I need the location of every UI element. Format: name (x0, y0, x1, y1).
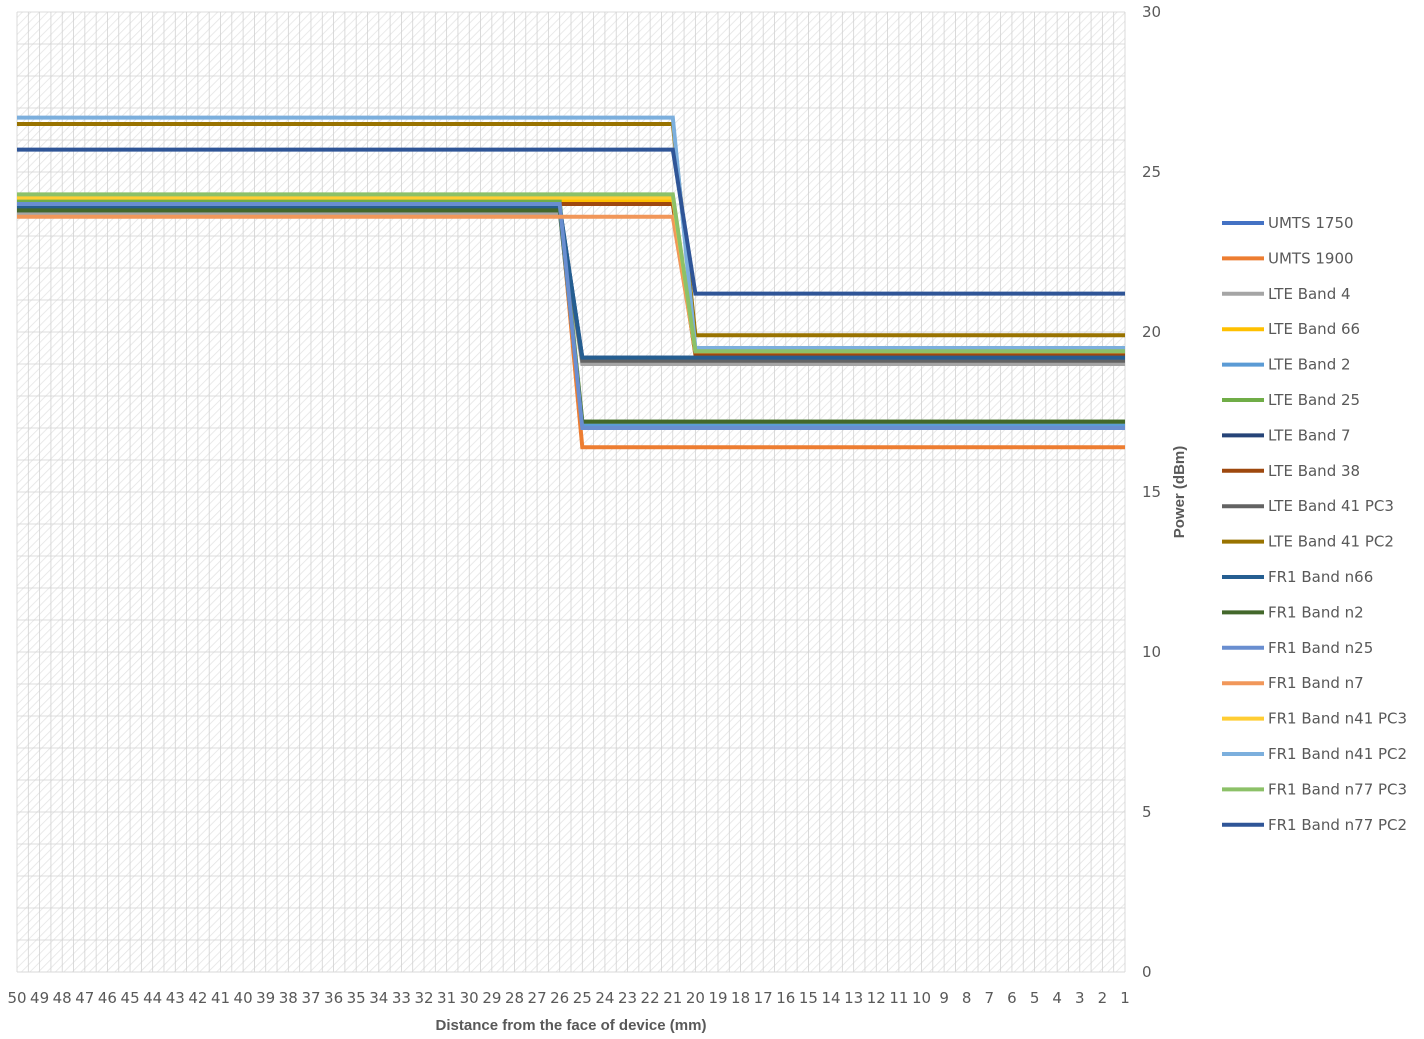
legend-entry: UMTS 1750 (1268, 214, 1354, 232)
x-tick-label: 42 (188, 989, 207, 1007)
legend-entry: FR1 Band n41 PC2 (1268, 745, 1407, 763)
y-tick-label: 10 (1142, 643, 1161, 661)
x-tick-label: 49 (30, 989, 49, 1007)
x-tick-label: 36 (324, 989, 343, 1007)
legend: UMTS 1750 UMTS 1900 LTE Band 4 LTE Band 66 L… (1222, 214, 1407, 834)
x-tick-label: 15 (799, 989, 818, 1007)
legend-entry: FR1 Band n41 PC3 (1268, 710, 1407, 728)
legend-entry: FR1 Band n2 (1268, 603, 1364, 621)
x-tick-label: 19 (708, 989, 727, 1007)
series-line-13 (17, 202, 1125, 430)
y-axis-title: Power (dBm) (1171, 446, 1188, 539)
series-line-17 (17, 192, 1125, 354)
series-line-11 (17, 205, 1125, 360)
legend-entry: FR1 Band n77 PC2 (1268, 816, 1407, 834)
y-tick-label: 0 (1142, 963, 1152, 981)
legend-entry: LTE Band 25 (1268, 391, 1360, 409)
y-tick-labels: 0 5 10 15 20 25 30 (1142, 3, 1161, 981)
x-tick-labels: 50 49 48 47 46 45 44 43 42 41 40 39 38 37 36 35 34 33 32 31… (7, 989, 1129, 1007)
legend-entry: FR1 Band n66 (1268, 568, 1373, 586)
legend-entry: LTE Band 2 (1268, 356, 1351, 374)
x-tick-label: 7 (985, 989, 995, 1007)
x-tick-label: 8 (962, 989, 972, 1007)
legend-entry: LTE Band 4 (1268, 285, 1351, 303)
series-lines (17, 115, 1125, 450)
x-tick-label: 30 (460, 989, 479, 1007)
legend-entry: FR1 Band n7 (1268, 674, 1364, 692)
x-tick-label: 46 (98, 989, 117, 1007)
x-tick-label: 48 (53, 989, 72, 1007)
x-tick-label: 25 (573, 989, 592, 1007)
x-tick-label: 45 (121, 989, 140, 1007)
x-tick-label: 10 (912, 989, 931, 1007)
x-tick-label: 32 (414, 989, 433, 1007)
x-tick-label: 18 (731, 989, 750, 1007)
x-tick-label: 13 (844, 989, 863, 1007)
legend-entry: LTE Band 38 (1268, 462, 1360, 480)
series-line-18 (17, 147, 1125, 296)
x-tick-label: 39 (256, 989, 275, 1007)
x-tick-label: 11 (889, 989, 908, 1007)
x-tick-label: 6 (1007, 989, 1017, 1007)
legend-entry: LTE Band 7 (1268, 426, 1351, 444)
x-tick-label: 33 (392, 989, 411, 1007)
x-tick-label: 1 (1120, 989, 1130, 1007)
x-tick-label: 24 (595, 989, 614, 1007)
y-tick-label: 15 (1142, 483, 1161, 501)
x-tick-label: 9 (939, 989, 949, 1007)
x-tick-label: 17 (754, 989, 773, 1007)
x-tick-label: 28 (505, 989, 524, 1007)
legend-entry: LTE Band 41 PC2 (1268, 533, 1394, 551)
x-tick-label: 16 (776, 989, 795, 1007)
y-tick-label: 30 (1142, 3, 1161, 21)
x-tick-label: 50 (7, 989, 26, 1007)
x-tick-label: 4 (1052, 989, 1062, 1007)
legend-entry: UMTS 1900 (1268, 249, 1354, 267)
x-tick-label: 21 (663, 989, 682, 1007)
x-axis-title: Distance from the face of device (mm) (436, 1017, 707, 1034)
x-tick-label: 29 (482, 989, 501, 1007)
x-tick-label: 3 (1075, 989, 1085, 1007)
y-tick-label: 20 (1142, 323, 1161, 341)
x-tick-label: 26 (550, 989, 569, 1007)
x-tick-label: 43 (166, 989, 185, 1007)
x-tick-label: 40 (234, 989, 253, 1007)
x-tick-label: 20 (686, 989, 705, 1007)
x-tick-label: 35 (347, 989, 366, 1007)
x-tick-label: 31 (437, 989, 456, 1007)
x-tick-label: 12 (867, 989, 886, 1007)
x-tick-label: 37 (301, 989, 320, 1007)
x-tick-label: 34 (369, 989, 388, 1007)
legend-entry: LTE Band 41 PC3 (1268, 497, 1394, 515)
x-tick-label: 14 (821, 989, 840, 1007)
y-tick-label: 5 (1142, 803, 1152, 821)
legend-entry: FR1 Band n25 (1268, 639, 1373, 657)
x-tick-label: 27 (528, 989, 547, 1007)
x-tick-label: 41 (211, 989, 230, 1007)
x-tick-label: 38 (279, 989, 298, 1007)
x-tick-label: 22 (641, 989, 660, 1007)
legend-entry: LTE Band 66 (1268, 320, 1360, 338)
legend-entry: FR1 Band n77 PC3 (1268, 780, 1407, 798)
x-tick-label: 23 (618, 989, 637, 1007)
x-tick-label: 2 (1098, 989, 1108, 1007)
x-tick-label: 44 (143, 989, 162, 1007)
x-tick-label: 5 (1030, 989, 1040, 1007)
y-tick-label: 25 (1142, 163, 1161, 181)
x-tick-label: 47 (75, 989, 94, 1007)
